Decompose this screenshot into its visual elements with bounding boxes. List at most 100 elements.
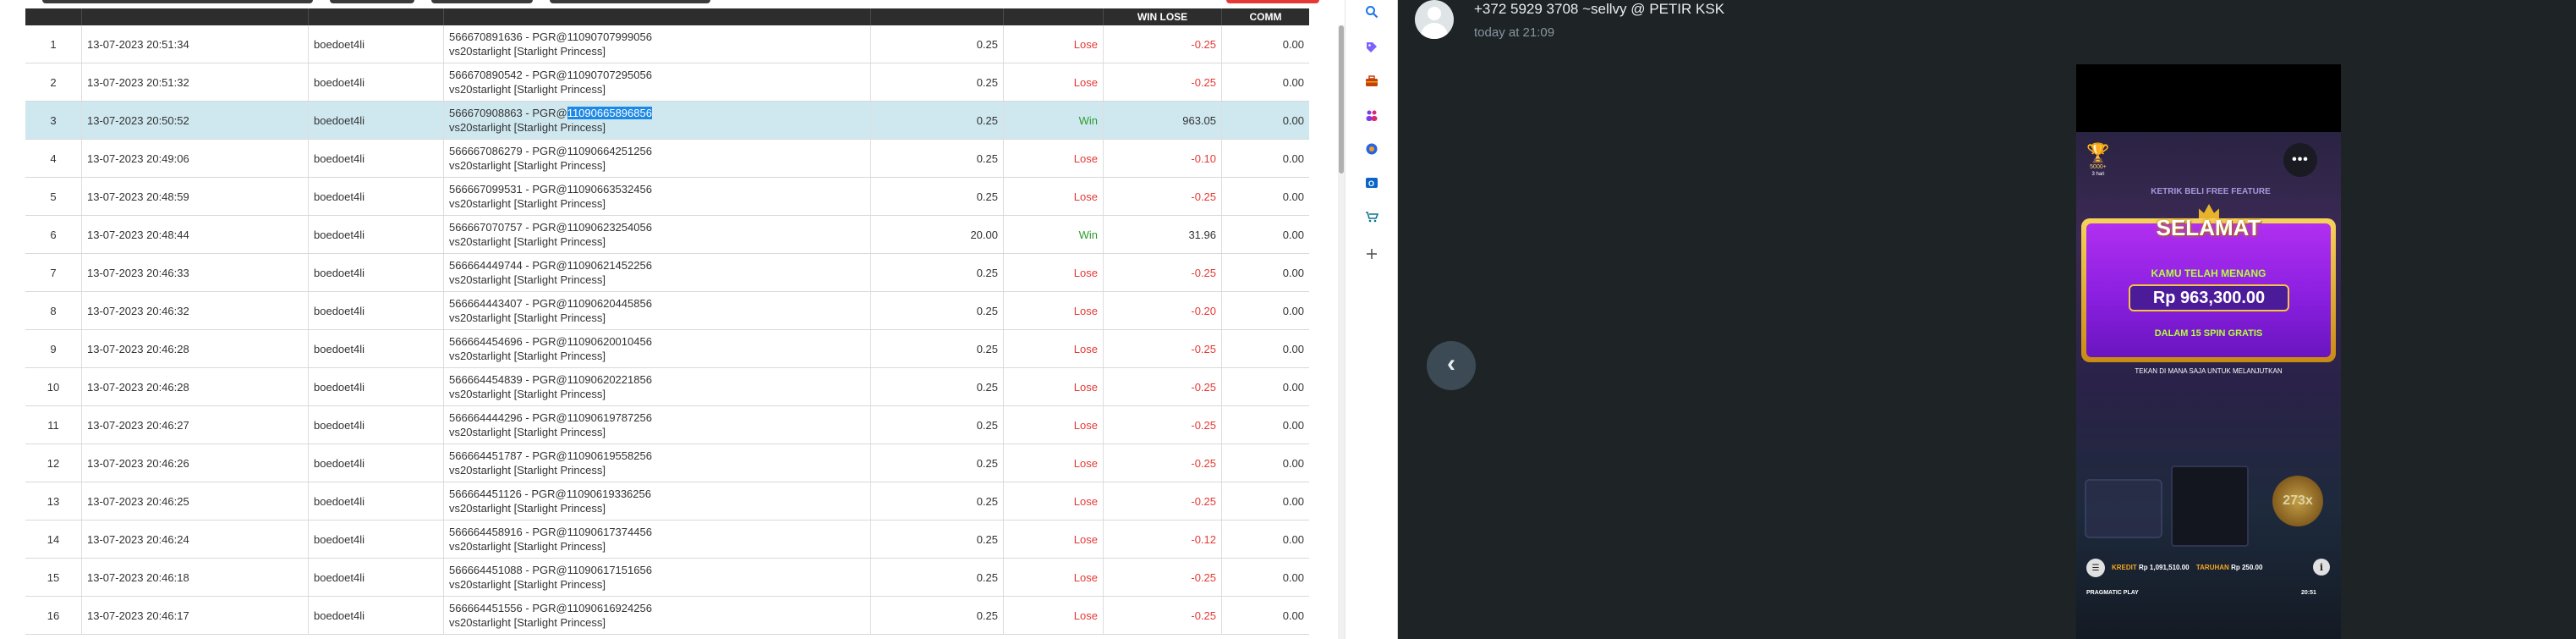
search-icon[interactable] bbox=[1363, 3, 1380, 20]
row-description[interactable]: 566670891636 - PGR@11090707999056 vs20sta… bbox=[444, 25, 871, 63]
description-line-1[interactable]: 566664444296 - PGR@11090619787256 bbox=[449, 411, 652, 424]
row-bet: 20.00 bbox=[871, 216, 1004, 253]
description-line-2[interactable]: vs20starlight [Starlight Princess] bbox=[449, 311, 606, 324]
table-row[interactable]: 10 13-07-2023 20:46:28 boedoet4li 566664454… bbox=[25, 368, 1309, 406]
tag-icon[interactable] bbox=[1363, 39, 1380, 56]
row-bet: 0.25 bbox=[871, 597, 1004, 634]
description-line-1[interactable]: 566667086279 - PGR@11090664251256 bbox=[449, 145, 652, 157]
row-date: 13-07-2023 20:46:18 bbox=[82, 559, 309, 596]
description-line-1[interactable]: 566664454696 - PGR@11090620010456 bbox=[449, 335, 652, 348]
description-line-1[interactable]: 566664443407 - PGR@11090620445856 bbox=[449, 297, 652, 310]
row-username: boedoet4li bbox=[309, 597, 444, 634]
row-bet: 0.25 bbox=[871, 406, 1004, 443]
cart-icon[interactable] bbox=[1363, 208, 1380, 225]
avatar[interactable] bbox=[1415, 0, 1454, 39]
description-line-2[interactable]: vs20starlight [Starlight Princess] bbox=[449, 197, 606, 210]
row-description[interactable]: 566664458916 - PGR@11090617374456 vs20sta… bbox=[444, 521, 871, 558]
row-bet: 0.25 bbox=[871, 140, 1004, 177]
description-line-1[interactable]: 566664451126 - PGR@11090619336256 bbox=[449, 488, 651, 500]
outlook-icon[interactable]: O bbox=[1363, 174, 1380, 191]
table-row[interactable]: 13 13-07-2023 20:46:25 boedoet4li 566664451… bbox=[25, 482, 1309, 521]
hamburger-menu-icon[interactable]: ☰ bbox=[2086, 559, 2105, 577]
info-icon[interactable]: i bbox=[2313, 559, 2330, 576]
table-row[interactable]: 14 13-07-2023 20:46:24 boedoet4li 566664458… bbox=[25, 521, 1309, 559]
table-row[interactable]: 5 13-07-2023 20:48:59 boedoet4li 5666670995… bbox=[25, 178, 1309, 216]
description-line-2[interactable]: vs20starlight [Starlight Princess] bbox=[449, 83, 606, 96]
description-line-2[interactable]: vs20starlight [Starlight Princess] bbox=[449, 350, 606, 362]
description-line-2[interactable]: vs20starlight [Starlight Princess] bbox=[449, 159, 606, 172]
more-options-button[interactable]: ••• bbox=[2283, 143, 2317, 177]
toolbar-tab[interactable] bbox=[550, 0, 710, 3]
description-line-1[interactable]: 566670890542 - PGR@11090707295056 bbox=[449, 69, 652, 81]
table-row[interactable]: 8 13-07-2023 20:46:32 boedoet4li 5666644434… bbox=[25, 292, 1309, 330]
table-row[interactable]: 11 13-07-2023 20:46:27 boedoet4li 566664444… bbox=[25, 406, 1309, 444]
description-line-1[interactable]: 566664449744 - PGR@11090621452256 bbox=[449, 259, 652, 272]
description-line-1[interactable]: 566664451556 - PGR@11090616924256 bbox=[449, 602, 652, 614]
row-description[interactable]: 566664449744 - PGR@11090621452256 vs20sta… bbox=[444, 254, 871, 291]
table-row[interactable]: 2 13-07-2023 20:51:32 boedoet4li 5666708905… bbox=[25, 63, 1309, 102]
description-line-1[interactable]: 566667099531 - PGR@11090663532456 bbox=[449, 183, 652, 196]
table-row[interactable]: 4 13-07-2023 20:49:06 boedoet4li 5666670862… bbox=[25, 140, 1309, 178]
description-line-2[interactable]: vs20starlight [Starlight Princess] bbox=[449, 502, 606, 515]
description-line-2[interactable]: vs20starlight [Starlight Princess] bbox=[449, 273, 606, 286]
continue-prompt[interactable]: TEKAN DI MANA SAJA UNTUK MELANJUTKAN bbox=[2135, 367, 2283, 375]
description-line-1[interactable]: 566664451787 - PGR@11090619558256 bbox=[449, 449, 652, 462]
table-scrollbar[interactable] bbox=[1338, 25, 1345, 639]
toolbar-tab[interactable] bbox=[431, 0, 533, 3]
toolbar-action-button[interactable] bbox=[1226, 0, 1319, 3]
description-line-2[interactable]: vs20starlight [Starlight Princess] bbox=[449, 121, 606, 134]
toolbar-tab[interactable] bbox=[42, 0, 313, 3]
description-line-1[interactable]: 566670891636 - PGR@11090707999056 bbox=[449, 30, 652, 43]
description-line-2[interactable]: vs20starlight [Starlight Princess] bbox=[449, 45, 606, 58]
row-bet: 0.25 bbox=[871, 330, 1004, 367]
puzzle-icon[interactable] bbox=[1363, 140, 1380, 157]
description-line-1[interactable]: 566664451088 - PGR@11090617151656 bbox=[449, 564, 652, 576]
row-description[interactable]: 566664454839 - PGR@11090620221856 vs20sta… bbox=[444, 368, 871, 405]
description-line-2[interactable]: vs20starlight [Starlight Princess] bbox=[449, 235, 606, 248]
table-row[interactable]: 6 13-07-2023 20:48:44 boedoet4li 5666670707… bbox=[25, 216, 1309, 254]
row-description[interactable]: 566667099531 - PGR@11090663532456 vs20sta… bbox=[444, 178, 871, 215]
description-line-2[interactable]: vs20starlight [Starlight Princess] bbox=[449, 464, 606, 476]
description-line-1[interactable]: 566667070757 - PGR@11090623254056 bbox=[449, 221, 652, 234]
description-line-2[interactable]: vs20starlight [Starlight Princess] bbox=[449, 388, 606, 400]
table-row[interactable]: 16 13-07-2023 20:46:17 boedoet4li 566664451… bbox=[25, 597, 1309, 635]
row-description[interactable]: 566667086279 - PGR@11090664251256 vs20sta… bbox=[444, 140, 871, 177]
toolbar-tab[interactable] bbox=[330, 0, 414, 3]
description-line-1[interactable]: 566664458916 - PGR@11090617374456 bbox=[449, 526, 652, 538]
trophy-subtext: 3 hari bbox=[2091, 172, 2105, 177]
people-icon[interactable] bbox=[1363, 107, 1380, 124]
row-description[interactable]: 566664443407 - PGR@11090620445856 vs20sta… bbox=[444, 292, 871, 329]
description-line-2[interactable]: vs20starlight [Starlight Princess] bbox=[449, 616, 606, 629]
row-description[interactable]: 566667070757 - PGR@11090623254056 vs20sta… bbox=[444, 216, 871, 253]
table-row[interactable]: 7 13-07-2023 20:46:33 boedoet4li 5666644497… bbox=[25, 254, 1309, 292]
description-line-2[interactable]: vs20starlight [Starlight Princess] bbox=[449, 426, 606, 438]
row-description[interactable]: 566664451556 - PGR@11090616924256 vs20sta… bbox=[444, 597, 871, 634]
description-line-2[interactable]: vs20starlight [Starlight Princess] bbox=[449, 578, 606, 591]
row-description[interactable]: 566664454696 - PGR@11090620010456 vs20sta… bbox=[444, 330, 871, 367]
plus-icon[interactable] bbox=[1363, 245, 1380, 262]
row-comm: 0.00 bbox=[1282, 37, 1304, 51]
description-line-2[interactable]: vs20starlight [Starlight Princess] bbox=[449, 540, 606, 553]
toolbox-icon[interactable] bbox=[1363, 73, 1380, 90]
description-line-1[interactable]: 566664454839 - PGR@11090620221856 bbox=[449, 373, 652, 386]
row-description[interactable]: 566664444296 - PGR@11090619787256 vs20sta… bbox=[444, 406, 871, 443]
row-description[interactable]: 566664451126 - PGR@11090619336256 vs20sta… bbox=[444, 482, 871, 520]
description-prefix[interactable]: 566670908863 - PGR@ bbox=[449, 107, 567, 119]
row-description[interactable]: 566670890542 - PGR@11090707295056 vs20sta… bbox=[444, 63, 871, 101]
row-comm: 0.00 bbox=[1282, 266, 1304, 279]
description-line-1[interactable]: 566670908863 - PGR@11090665896856 bbox=[449, 106, 652, 120]
row-description[interactable]: 566664451787 - PGR@11090619558256 vs20sta… bbox=[444, 444, 871, 482]
row-description[interactable]: 566670908863 - PGR@11090665896856 vs20sta… bbox=[444, 102, 871, 139]
row-username: boedoet4li bbox=[309, 102, 444, 139]
scrollbar-thumb[interactable] bbox=[1339, 25, 1344, 174]
table-row[interactable]: 1 13-07-2023 20:51:34 boedoet4li 5666708916… bbox=[25, 25, 1309, 63]
table-row[interactable]: 9 13-07-2023 20:46:28 boedoet4li 5666644546… bbox=[25, 330, 1309, 368]
table-row[interactable]: 3 13-07-2023 20:50:52 boedoet4li 5666709088… bbox=[25, 102, 1309, 140]
table-row[interactable]: 15 13-07-2023 20:46:18 boedoet4li 566664451… bbox=[25, 559, 1309, 597]
previous-media-button[interactable]: ‹ bbox=[1427, 341, 1476, 390]
row-description[interactable]: 566664451088 - PGR@11090617151656 vs20sta… bbox=[444, 559, 871, 596]
sender-name[interactable]: +372 5929 3708 ~sellvy @ PETIR KSK bbox=[1474, 1, 1725, 17]
message-timestamp: today at 21:09 bbox=[1474, 25, 1555, 40]
table-row[interactable]: 12 13-07-2023 20:46:26 boedoet4li 566664451… bbox=[25, 444, 1309, 482]
selected-text-highlight[interactable]: 11090665896856 bbox=[567, 107, 652, 119]
